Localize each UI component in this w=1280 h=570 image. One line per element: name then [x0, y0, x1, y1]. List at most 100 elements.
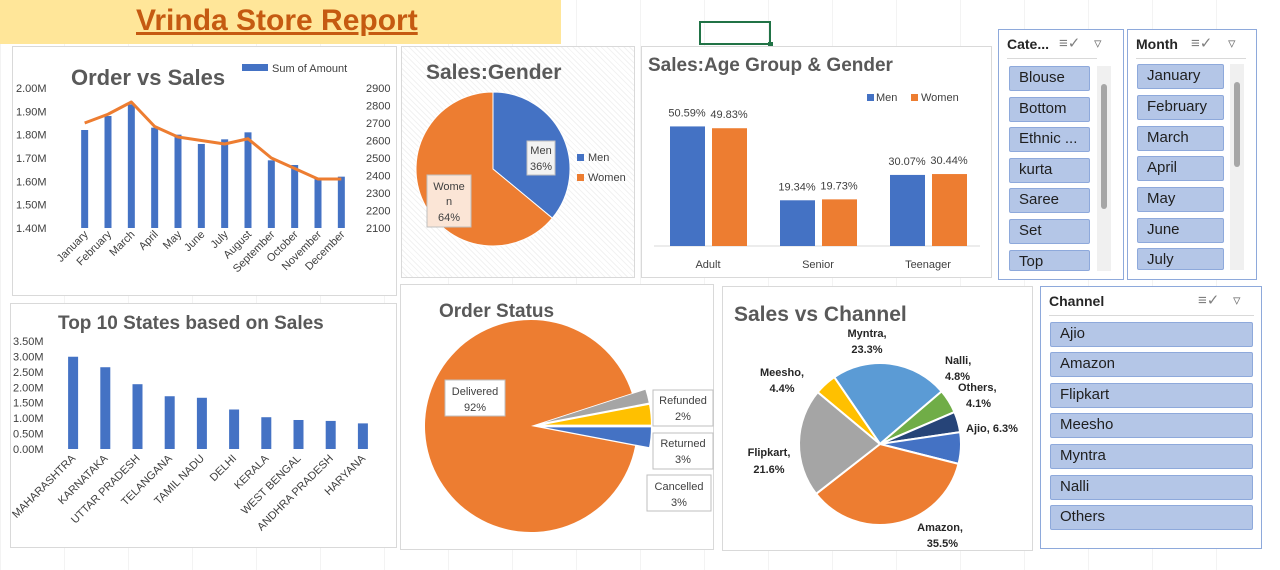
slicer-item-ajio[interactable]: Ajio: [1050, 322, 1253, 347]
bar: [197, 144, 205, 228]
slicer-item-january[interactable]: January: [1137, 64, 1224, 89]
women-label-2: n: [446, 196, 452, 208]
slicer-item-kurta[interactable]: kurta: [1009, 158, 1090, 183]
delivered-pct: 92%: [464, 402, 486, 414]
x-tick: Adult: [695, 259, 720, 271]
slicer-item-april[interactable]: April: [1137, 156, 1224, 181]
slicer-item-saree[interactable]: Saree: [1009, 188, 1090, 213]
age-gender-svg: Sales:Age Group & Gender Men Women 50.59…: [648, 55, 980, 271]
slicer-item-set[interactable]: Set: [1009, 219, 1090, 244]
y-left-tick: 1.80M: [16, 130, 47, 142]
pie-slice: [425, 320, 636, 532]
slicer-scrollbar[interactable]: [1230, 64, 1244, 270]
bar: [164, 396, 175, 449]
clear-filter-icon[interactable]: ▿: [1228, 35, 1236, 52]
bar-men: [890, 174, 925, 246]
clear-filter-icon[interactable]: ▿: [1094, 35, 1102, 52]
refunded-label: Refunded: [659, 395, 707, 407]
multi-select-icon[interactable]: ≡✓: [1198, 292, 1220, 309]
slicer-item-top[interactable]: Top: [1009, 250, 1090, 271]
slicer-item-nalli[interactable]: Nalli: [1050, 475, 1253, 500]
bar-women: [712, 128, 747, 246]
clear-filter-icon[interactable]: ▿: [1233, 292, 1241, 309]
y-right-tick: 2900: [366, 83, 390, 95]
women-pct: 64%: [438, 212, 460, 224]
data-label-women: 30.44%: [930, 155, 968, 167]
report-title-band: Vrinda Store Report: [0, 0, 561, 44]
bar-men: [670, 126, 705, 246]
slicer-item-june[interactable]: June: [1137, 218, 1224, 243]
data-label-men: 30.07%: [888, 156, 926, 168]
chart-title: Sales vs Channel: [734, 303, 907, 326]
cancelled-label: Cancelled: [655, 481, 704, 493]
label-myntra-pct: 23.3%: [851, 344, 882, 356]
label-others: Others,: [958, 382, 997, 394]
refunded-label-box: [652, 389, 714, 427]
month-slicer[interactable]: Month ≡✓ ▿ January February March April …: [1127, 29, 1257, 280]
legend-swatch-men: [577, 154, 584, 161]
selected-cell[interactable]: [699, 21, 773, 47]
sales-gender-chart[interactable]: Sales:Gender Men 36% Wome n 64% Men Wome…: [401, 46, 635, 278]
y-tick: 0.50M: [13, 429, 44, 441]
men-label-box: [526, 140, 556, 176]
legend-women: Women: [921, 92, 959, 104]
returned-label-box: [652, 432, 714, 470]
x-tick: March: [107, 229, 137, 259]
legend-label: Sum of Amount: [272, 63, 347, 75]
label-flipkart: Flipkart,: [748, 447, 791, 459]
channel-slicer[interactable]: Channel ≡✓ ▿ Ajio Amazon Flipkart Meesho…: [1040, 286, 1262, 549]
slicer-scrollbar[interactable]: [1097, 66, 1111, 271]
multi-select-icon[interactable]: ≡✓: [1059, 35, 1081, 52]
slicer-item-flipkart[interactable]: Flipkart: [1050, 383, 1253, 408]
scrollbar-thumb[interactable]: [1234, 82, 1240, 167]
top-states-chart[interactable]: Top 10 States based on Sales 3.50M 3.00M 2…: [10, 303, 397, 548]
bar: [291, 165, 299, 228]
age-gender-chart[interactable]: Sales:Age Group & Gender Men Women 50.59…: [641, 46, 992, 278]
order-vs-sales-chart[interactable]: Order vs Sales Sum of Amount 2.00M 1.90M 1…: [12, 46, 397, 296]
bar: [81, 130, 89, 228]
women-label-box: [426, 174, 472, 228]
y-right-tick: 2600: [366, 136, 390, 148]
category-slicer[interactable]: Cate... ≡✓ ▿ Blouse Bottom Ethnic ... ku…: [998, 29, 1124, 280]
slicer-item-blouse[interactable]: Blouse: [1009, 66, 1090, 91]
y-right-tick: 2200: [366, 206, 390, 218]
label-flipkart-pct: 21.6%: [753, 464, 784, 476]
pie-slice: [544, 404, 651, 425]
x-tick: Senior: [802, 259, 834, 271]
label-meesho-pct: 4.4%: [769, 383, 794, 395]
label-meesho: Meesho,: [760, 367, 804, 379]
slicer-item-may[interactable]: May: [1137, 187, 1224, 212]
y-right-tick: 2500: [366, 153, 390, 165]
slicer-item-february[interactable]: February: [1137, 95, 1224, 120]
label-amazon-pct: 35.5%: [927, 538, 958, 550]
chart-title: Sales:Age Group & Gender: [648, 55, 894, 76]
scrollbar-thumb[interactable]: [1101, 84, 1107, 209]
slicer-item-march[interactable]: March: [1137, 126, 1224, 151]
slicer-item-meesho[interactable]: Meesho: [1050, 413, 1253, 438]
slicer-header: Month: [1136, 36, 1178, 52]
pie-slice: [798, 390, 882, 496]
x-tick: Teenager: [905, 259, 951, 271]
label-amazon: Amazon,: [917, 522, 963, 534]
bar: [132, 384, 143, 449]
slicer-item-july[interactable]: July: [1137, 248, 1224, 270]
bar-women: [932, 174, 967, 246]
slicer-item-others[interactable]: Others: [1050, 505, 1253, 530]
bar: [314, 179, 322, 228]
data-label-women: 49.83%: [710, 109, 748, 121]
slicer-item-ethnic[interactable]: Ethnic ...: [1009, 127, 1090, 152]
y-left-tick: 1.70M: [16, 153, 47, 165]
order-status-chart[interactable]: Order Status Delivered 92% Refunded 2% R…: [400, 284, 714, 550]
slicer-item-amazon[interactable]: Amazon: [1050, 352, 1253, 377]
bar: [151, 127, 159, 228]
bar-men: [780, 200, 815, 246]
multi-select-icon[interactable]: ≡✓: [1191, 35, 1213, 52]
sales-channel-chart[interactable]: Sales vs Channel Myntra, 23.3% Nalli, 4.…: [722, 286, 1033, 551]
bar: [68, 356, 79, 449]
bar: [267, 160, 275, 228]
slicer-item-bottom[interactable]: Bottom: [1009, 97, 1090, 122]
chart-title: Order vs Sales: [71, 65, 225, 90]
slicer-header: Channel: [1049, 293, 1105, 309]
y-left-tick: 1.90M: [16, 106, 47, 118]
slicer-item-myntra[interactable]: Myntra: [1050, 444, 1253, 469]
